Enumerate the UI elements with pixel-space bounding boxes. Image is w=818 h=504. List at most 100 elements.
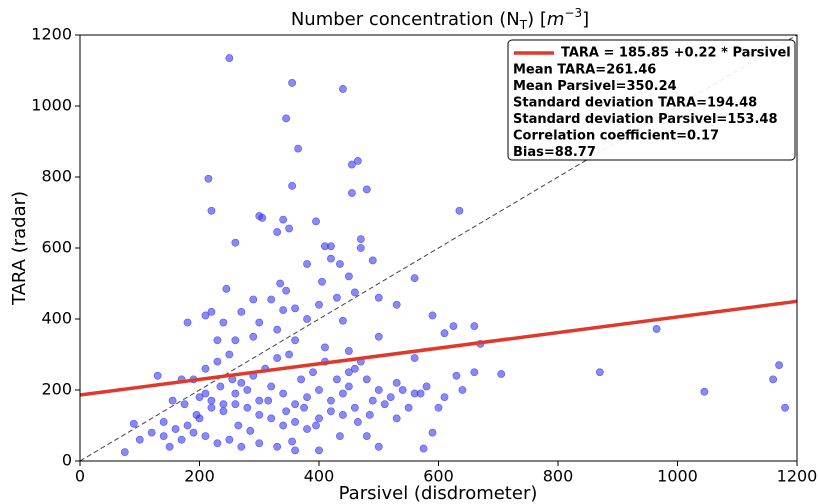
point: [303, 260, 311, 268]
title-part: −3: [564, 6, 582, 20]
point: [159, 418, 168, 426]
point: [171, 425, 180, 433]
point: [237, 378, 246, 387]
point: [350, 288, 359, 297]
point: [153, 371, 162, 380]
x-axis-label: Parsivel (disdrometer): [339, 483, 538, 504]
point: [344, 347, 353, 355]
point: [285, 350, 294, 359]
point: [243, 403, 252, 412]
point: [327, 254, 335, 263]
point: [321, 343, 329, 352]
plot-frame: [79, 34, 798, 462]
x-tick-label: 1200: [777, 467, 818, 486]
point: [318, 277, 326, 286]
point: [279, 421, 288, 430]
point: [279, 306, 288, 315]
point: [595, 368, 604, 377]
point: [237, 442, 246, 451]
point: [398, 386, 407, 394]
point: [419, 444, 428, 453]
point: [386, 393, 395, 401]
point: [201, 311, 210, 320]
point: [225, 350, 234, 359]
point: [273, 228, 282, 236]
point: [213, 357, 222, 366]
point: [392, 378, 401, 387]
point: [213, 439, 222, 448]
title-part: ) [: [527, 9, 547, 30]
point: [350, 364, 359, 373]
point: [380, 400, 389, 409]
point: [249, 332, 258, 341]
legend-box: [507, 39, 796, 161]
title-part: Number concentration (N: [291, 9, 520, 30]
point: [353, 418, 362, 426]
point: [315, 446, 323, 455]
stat-text: Mean Parsivel=350.24: [513, 79, 677, 94]
point: [189, 428, 198, 437]
point: [273, 325, 282, 334]
point: [243, 386, 252, 394]
point: [470, 368, 479, 377]
x-tick-label: 200: [184, 467, 215, 486]
point: [315, 300, 323, 309]
point: [374, 293, 383, 302]
point: [440, 393, 449, 401]
point: [333, 293, 341, 302]
point: [291, 304, 299, 313]
point: [255, 318, 264, 327]
point: [279, 215, 288, 224]
point: [276, 279, 285, 288]
point: [195, 393, 204, 401]
y-tick-label: 600: [41, 238, 72, 257]
point: [282, 114, 291, 123]
point: [309, 368, 317, 377]
title-part: ]: [582, 9, 589, 30]
point: [255, 410, 264, 419]
point: [327, 396, 335, 405]
point: [303, 393, 311, 401]
x-tick-label: 600: [423, 467, 454, 486]
point: [368, 256, 377, 265]
point: [273, 442, 282, 451]
point: [440, 329, 449, 338]
point: [344, 368, 353, 377]
point: [300, 403, 308, 412]
point: [356, 244, 365, 252]
point: [315, 386, 323, 394]
point: [336, 432, 344, 441]
point: [129, 419, 138, 428]
y-tick-label: 1200: [31, 25, 72, 44]
point: [350, 403, 359, 412]
point: [353, 157, 362, 165]
stat-text: Standard deviation Parsivel=153.48: [513, 112, 778, 127]
point: [159, 432, 168, 441]
point: [356, 235, 365, 244]
point: [288, 79, 297, 87]
point: [392, 414, 401, 423]
point: [147, 428, 156, 437]
point: [282, 407, 291, 416]
point: [267, 414, 276, 423]
point: [404, 403, 413, 412]
point: [333, 375, 341, 384]
point: [207, 403, 216, 412]
point: [428, 428, 437, 437]
point: [327, 407, 335, 416]
title-part: T: [519, 18, 528, 32]
point: [204, 174, 213, 183]
x-tick-label: 400: [304, 467, 335, 486]
point: [231, 336, 240, 345]
point: [470, 322, 479, 330]
point: [213, 336, 222, 345]
y-axis-label: TARA (radar): [9, 191, 30, 306]
stat-text: Bias=88.77: [513, 145, 596, 160]
point: [338, 316, 347, 325]
point: [237, 307, 246, 316]
point: [434, 403, 443, 412]
point: [362, 432, 371, 441]
point: [219, 407, 228, 416]
point: [297, 375, 305, 384]
point: [769, 375, 777, 384]
